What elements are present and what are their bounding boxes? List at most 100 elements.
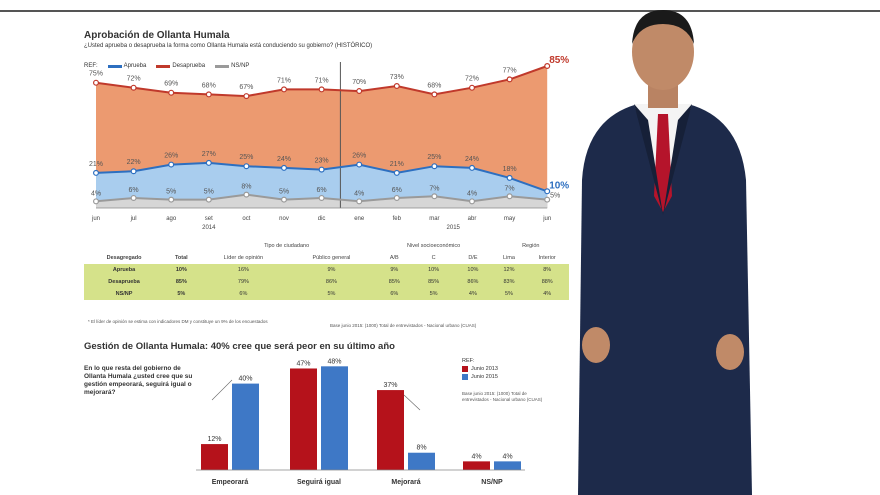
table-cell: 6% <box>198 288 289 300</box>
bar-value-label: 4% <box>502 453 512 460</box>
table-cell: 10% <box>413 264 454 276</box>
data-label-desaprueba: 71% <box>277 77 291 84</box>
legend-prefix: REF: <box>84 63 98 69</box>
data-label-aprueba: 25% <box>427 154 441 161</box>
table-cell: 86% <box>453 276 493 288</box>
data-label-ns: 5% <box>550 193 560 200</box>
data-label-desaprueba: 68% <box>202 82 216 89</box>
point-aprueba <box>506 174 513 181</box>
bar-2013 <box>201 444 228 470</box>
bar-legend-2015: Junio 2015 <box>462 374 498 380</box>
data-label-ns: 6% <box>392 187 402 194</box>
table-cell: Desaprueba <box>84 276 165 288</box>
col-header: A/B <box>389 255 399 261</box>
data-label-aprueba: 26% <box>164 153 178 160</box>
group-header-nivel: Nivel socioeconómico <box>407 243 461 249</box>
left-hand <box>582 327 610 363</box>
point-aprueba <box>92 169 99 176</box>
line-legend: REF: Aprueba Desaprueba NS/NP <box>84 63 249 69</box>
point-ns <box>92 198 99 205</box>
table-cell: NS/NP <box>84 288 165 300</box>
x-tick-label: feb <box>393 216 402 222</box>
legend-aprueba: Aprueba <box>107 63 146 69</box>
table-cell: 86% <box>288 276 375 288</box>
bar-legend-2013: Junio 2013 <box>462 366 498 372</box>
data-label-ns: 7% <box>505 185 515 192</box>
col-header: Líder de opinión <box>223 255 264 261</box>
point-desaprueba <box>168 89 175 96</box>
bar-2013 <box>463 461 490 470</box>
year-label-2015: 2015 <box>447 225 461 231</box>
point-desaprueba <box>544 62 551 69</box>
table-cell: 6% <box>374 288 414 300</box>
bar-chart-question: En lo que resta del gobierno de Ollanta … <box>84 365 193 396</box>
bar-2015 <box>494 461 521 470</box>
point-desaprueba <box>393 83 400 90</box>
table-cell: 8% <box>525 264 569 276</box>
data-label-desaprueba: 71% <box>315 77 329 84</box>
top-border <box>0 0 880 12</box>
chart-subtitle: ¿Usted aprueba o desaprueba la forma com… <box>84 43 373 49</box>
data-label-desaprueba: 85% <box>549 55 569 66</box>
table-cell: 5% <box>288 288 375 300</box>
bar-2013 <box>290 368 317 470</box>
table-row: Aprueba 10% 16% 9% 9% 10% 10% 12% 8% <box>84 264 569 276</box>
legend-swatch-aprueba <box>107 64 122 68</box>
table-cell: 85% <box>374 276 414 288</box>
face-shape <box>632 14 694 90</box>
trend-arrow-mejorara <box>403 394 421 411</box>
point-aprueba <box>544 188 551 195</box>
point-aprueba <box>431 163 438 170</box>
point-desaprueba <box>356 88 363 95</box>
bar-legend-label-2015: Junio 2015 <box>471 374 498 380</box>
col-header: Interior <box>538 255 556 261</box>
data-label-aprueba: 22% <box>127 159 141 166</box>
table-source: Base junio 2015: (1000) Total de entrevi… <box>330 323 477 328</box>
table-row: NS/NP 5% 6% 5% 6% 5% 4% 5% 4% <box>84 288 569 300</box>
bar-value-label: 4% <box>471 453 481 460</box>
point-aprueba <box>205 159 212 166</box>
point-ns <box>469 198 476 205</box>
legend-desaprueba: Desaprueba <box>156 63 205 69</box>
data-label-ns: 4% <box>354 190 364 197</box>
table-cell: 5% <box>164 288 199 300</box>
col-header: D/E <box>468 255 478 261</box>
point-ns <box>318 194 325 201</box>
group-header-region: Región <box>522 243 540 249</box>
data-label-ns: 5% <box>279 189 289 196</box>
data-label-aprueba: 18% <box>503 166 517 173</box>
x-tick-label: jun <box>542 216 551 222</box>
trend-arrow-empeorara <box>211 379 233 401</box>
ollanta-humala-photo <box>578 10 752 495</box>
point-ns <box>356 198 363 205</box>
data-label-aprueba: 24% <box>277 156 291 163</box>
table-cell: 9% <box>374 264 414 276</box>
data-label-aprueba: 10% <box>549 180 569 191</box>
table-cell: 4% <box>525 288 569 300</box>
data-label-desaprueba: 77% <box>503 67 517 74</box>
col-header: Total <box>174 255 188 261</box>
point-desaprueba <box>506 76 513 83</box>
point-aprueba <box>168 161 175 168</box>
data-label-ns: 7% <box>429 185 439 192</box>
data-label-desaprueba: 70% <box>352 79 366 86</box>
data-label-desaprueba: 72% <box>127 76 141 83</box>
bar-2013 <box>377 390 404 470</box>
table-cell: 79% <box>198 276 289 288</box>
x-tick-label: ene <box>354 216 365 222</box>
legend-label-ns: NS/NP <box>231 63 250 69</box>
data-label-aprueba: 24% <box>465 156 479 163</box>
point-ns <box>281 196 288 203</box>
bar-category-label: Mejorará <box>391 479 420 486</box>
table-cell: 4% <box>453 288 493 300</box>
point-ns <box>506 193 513 200</box>
x-tick-label: ago <box>166 216 177 222</box>
point-ns <box>544 196 551 203</box>
table-cell: 5% <box>413 288 454 300</box>
table-cell: Aprueba <box>84 264 165 276</box>
x-tick-label: jun <box>91 216 100 222</box>
bar-legend-prefix: REF: <box>462 358 475 364</box>
bar-legend-label-2013: Junio 2013 <box>471 366 498 372</box>
x-tick-label: abr <box>468 216 477 222</box>
data-label-ns: 6% <box>129 187 139 194</box>
